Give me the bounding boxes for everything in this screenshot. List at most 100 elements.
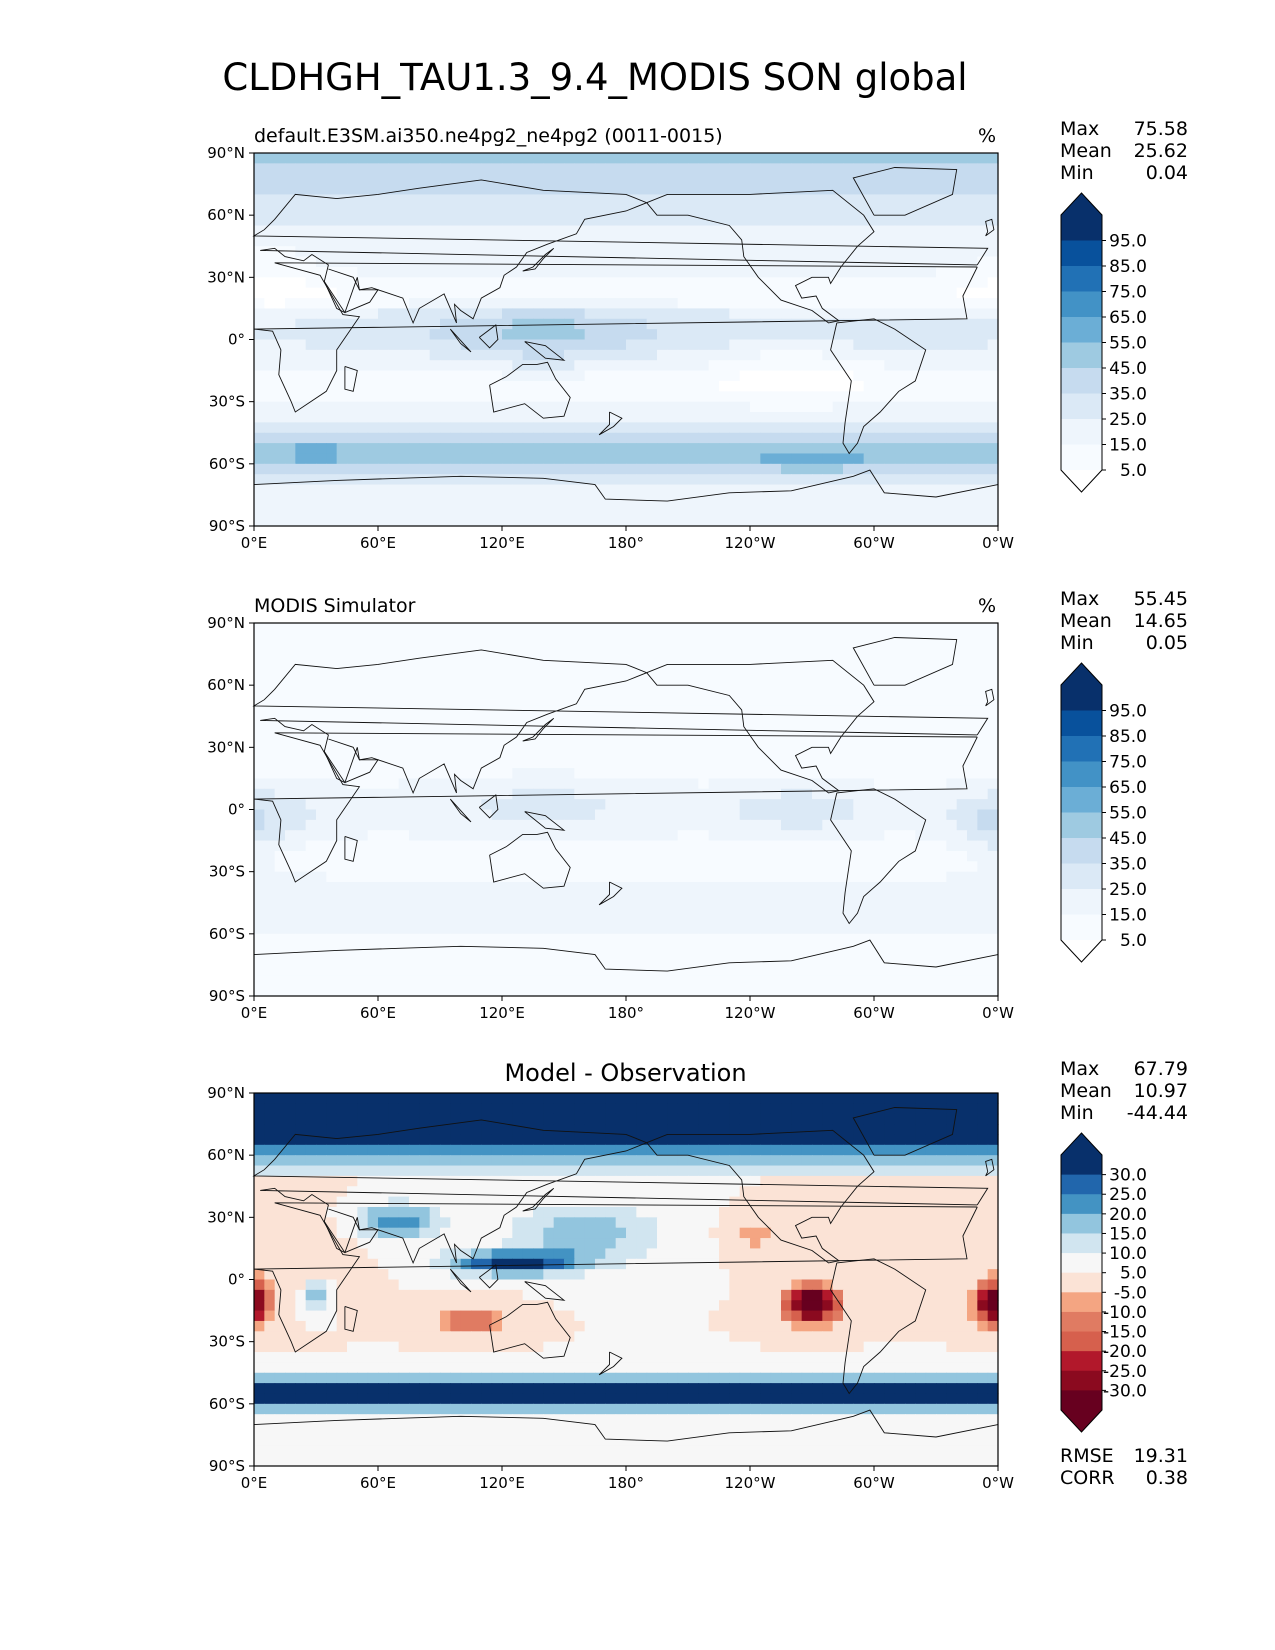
colorbar-bin: [1061, 1351, 1102, 1372]
contour-field: [254, 153, 999, 527]
colorbar-bin: [1061, 1155, 1102, 1176]
colorbar-bin: [1061, 1370, 1102, 1391]
lon-tick-label: 0°W: [982, 534, 1014, 552]
colorbar-bin: [1061, 863, 1102, 890]
stat-corr: CORR 0.38: [1060, 1467, 1188, 1489]
stat-value: 10.97: [1133, 1080, 1188, 1102]
contour-field: [254, 623, 999, 997]
colorbar-bin: [1061, 1390, 1102, 1411]
lat-tick-label: 90°S: [209, 517, 245, 535]
colorbar-tick-label: 10.0: [1109, 1244, 1147, 1264]
colorbar-tick-label: 85.0: [1109, 727, 1147, 747]
colorbar-bin: [1061, 838, 1102, 864]
colorbar-tick-label: 15.0: [1109, 1224, 1147, 1244]
lon-tick-label: 60°E: [360, 534, 396, 552]
colorbar-bin: [1061, 761, 1102, 788]
lon-tick-label: 60°W: [853, 534, 895, 552]
colorbar-tick-label: -20.0: [1103, 1342, 1147, 1362]
colorbar-extend-bottom: [1061, 940, 1102, 962]
stat-max: Max 75.58: [1060, 118, 1188, 140]
colorbar-tick-label: 15.0: [1109, 436, 1147, 456]
units-label: %: [978, 125, 997, 147]
colorbar-bin: [1061, 1272, 1102, 1293]
colorbar-tick-label: -10.0: [1103, 1303, 1147, 1323]
colorbar-bin: [1061, 889, 1102, 915]
colorbar-tick-label: 35.0: [1109, 385, 1147, 405]
stat-rmse: RMSE 19.31: [1060, 1445, 1188, 1467]
lon-tick-label: 120°W: [725, 1474, 776, 1492]
lat-tick-label: 0°: [228, 1271, 245, 1289]
lat-tick-label: 30°S: [209, 1333, 245, 1351]
stat-label: Min: [1060, 632, 1094, 654]
colorbar-bin: [1061, 1311, 1102, 1333]
stat-value: 25.62: [1133, 140, 1188, 162]
map-diff: 90°N 60°N 30°N 0° 30°S 60°S 90°S0°E 60°E 120°E 18…: [207, 1084, 1147, 1492]
stat-max: Max 55.45: [1060, 588, 1188, 610]
map-model: 90°N 60°N 30°N 0° 30°S 60°S 90°S0°E 60°E 120°E 18…: [207, 144, 1147, 552]
colorbar-tick-label: -15.0: [1103, 1323, 1147, 1343]
colorbar-bin: [1061, 444, 1102, 471]
colorbar-tick-label: 25.0: [1109, 880, 1147, 900]
lat-tick-label: 30°S: [209, 863, 245, 881]
stats-block: Max 75.58 Mean 25.62 Min 0.04: [1060, 118, 1188, 184]
stat-label: Max: [1060, 588, 1100, 610]
colorbar-bin: [1061, 1194, 1102, 1215]
colorbar-tick-label: 75.0: [1109, 753, 1147, 773]
colorbar: 95.0 85.0 75.0 65.0 55.0 45.0 35.0 25.0 15.0 5.0: [1060, 662, 1147, 963]
lat-tick-label: 90°N: [207, 614, 245, 632]
lat-tick-label: 60°S: [209, 1395, 245, 1413]
stat-min: Min 0.04: [1060, 162, 1188, 184]
lon-tick-label: 180°: [608, 1004, 644, 1022]
coastlines: [252, 167, 999, 502]
stats-block: Max 67.79 Mean 10.97 Min -44.44: [1060, 1058, 1188, 1124]
stat-value: -44.44: [1126, 1102, 1188, 1124]
colorbar-tick-label: 35.0: [1109, 855, 1147, 875]
error-stats-block: RMSE 19.31 CORR 0.38: [1060, 1445, 1188, 1489]
lon-tick-label: 180°: [608, 1474, 644, 1492]
lon-tick-label: 180°: [608, 534, 644, 552]
lon-tick-label: 120°W: [725, 534, 776, 552]
colorbar-tick-label: 75.0: [1109, 283, 1147, 303]
colorbar-bin: [1061, 914, 1102, 941]
colorbar-bin: [1061, 812, 1102, 839]
coastlines: [252, 1107, 999, 1442]
lon-tick-label: 60°W: [853, 1004, 895, 1022]
colorbar-tick-label: 45.0: [1109, 359, 1147, 379]
lon-tick-label: 0°W: [982, 1474, 1014, 1492]
contour-field: [254, 1093, 999, 1467]
panel-title: Model - Observation: [504, 1059, 747, 1087]
colorbar-bin: [1061, 240, 1102, 267]
colorbar-tick-label: 95.0: [1109, 232, 1147, 252]
colorbar-bin: [1061, 317, 1102, 343]
colorbar-bin: [1061, 1331, 1102, 1352]
stat-value: 55.45: [1133, 588, 1188, 610]
panel-diff: Model - Observation Max 67.79 Mean 10.97 Min -…: [0, 1058, 1275, 1520]
lat-tick-label: 60°S: [209, 925, 245, 943]
stat-label: Max: [1060, 1058, 1100, 1080]
stats-block: Max 55.45 Mean 14.65 Min 0.05: [1060, 588, 1188, 654]
colorbar-extend-top: [1061, 663, 1102, 685]
lat-tick-label: 60°N: [207, 206, 245, 224]
stat-max: Max 67.79: [1060, 1058, 1188, 1080]
stat-value: 75.58: [1133, 118, 1188, 140]
lat-tick-label: 90°N: [207, 144, 245, 162]
lat-tick-label: 30°N: [207, 268, 245, 286]
colorbar-tick-label: -5.0: [1114, 1283, 1147, 1303]
lat-tick-label: 90°N: [207, 1084, 245, 1102]
colorbar-bin: [1061, 1213, 1102, 1234]
stat-min: Min 0.05: [1060, 632, 1188, 654]
colorbar-tick-label: 20.0: [1109, 1205, 1147, 1225]
colorbar-bin: [1061, 368, 1102, 394]
lat-tick-label: 30°S: [209, 393, 245, 411]
lon-tick-label: 60°W: [853, 1474, 895, 1492]
lon-tick-label: 0°W: [982, 1004, 1014, 1022]
colorbar-tick-label: 5.0: [1120, 1264, 1147, 1284]
colorbar-bin: [1061, 291, 1102, 318]
colorbar-tick-label: 30.0: [1109, 1166, 1147, 1186]
colorbar-bin: [1061, 685, 1102, 711]
lon-tick-label: 120°E: [479, 534, 525, 552]
stat-label: Max: [1060, 118, 1100, 140]
panel-title: default.E3SM.ai350.ne4pg2_ne4pg2 (0011-0…: [254, 125, 723, 147]
lon-tick-label: 0°E: [241, 534, 268, 552]
lon-tick-label: 60°E: [360, 1004, 396, 1022]
